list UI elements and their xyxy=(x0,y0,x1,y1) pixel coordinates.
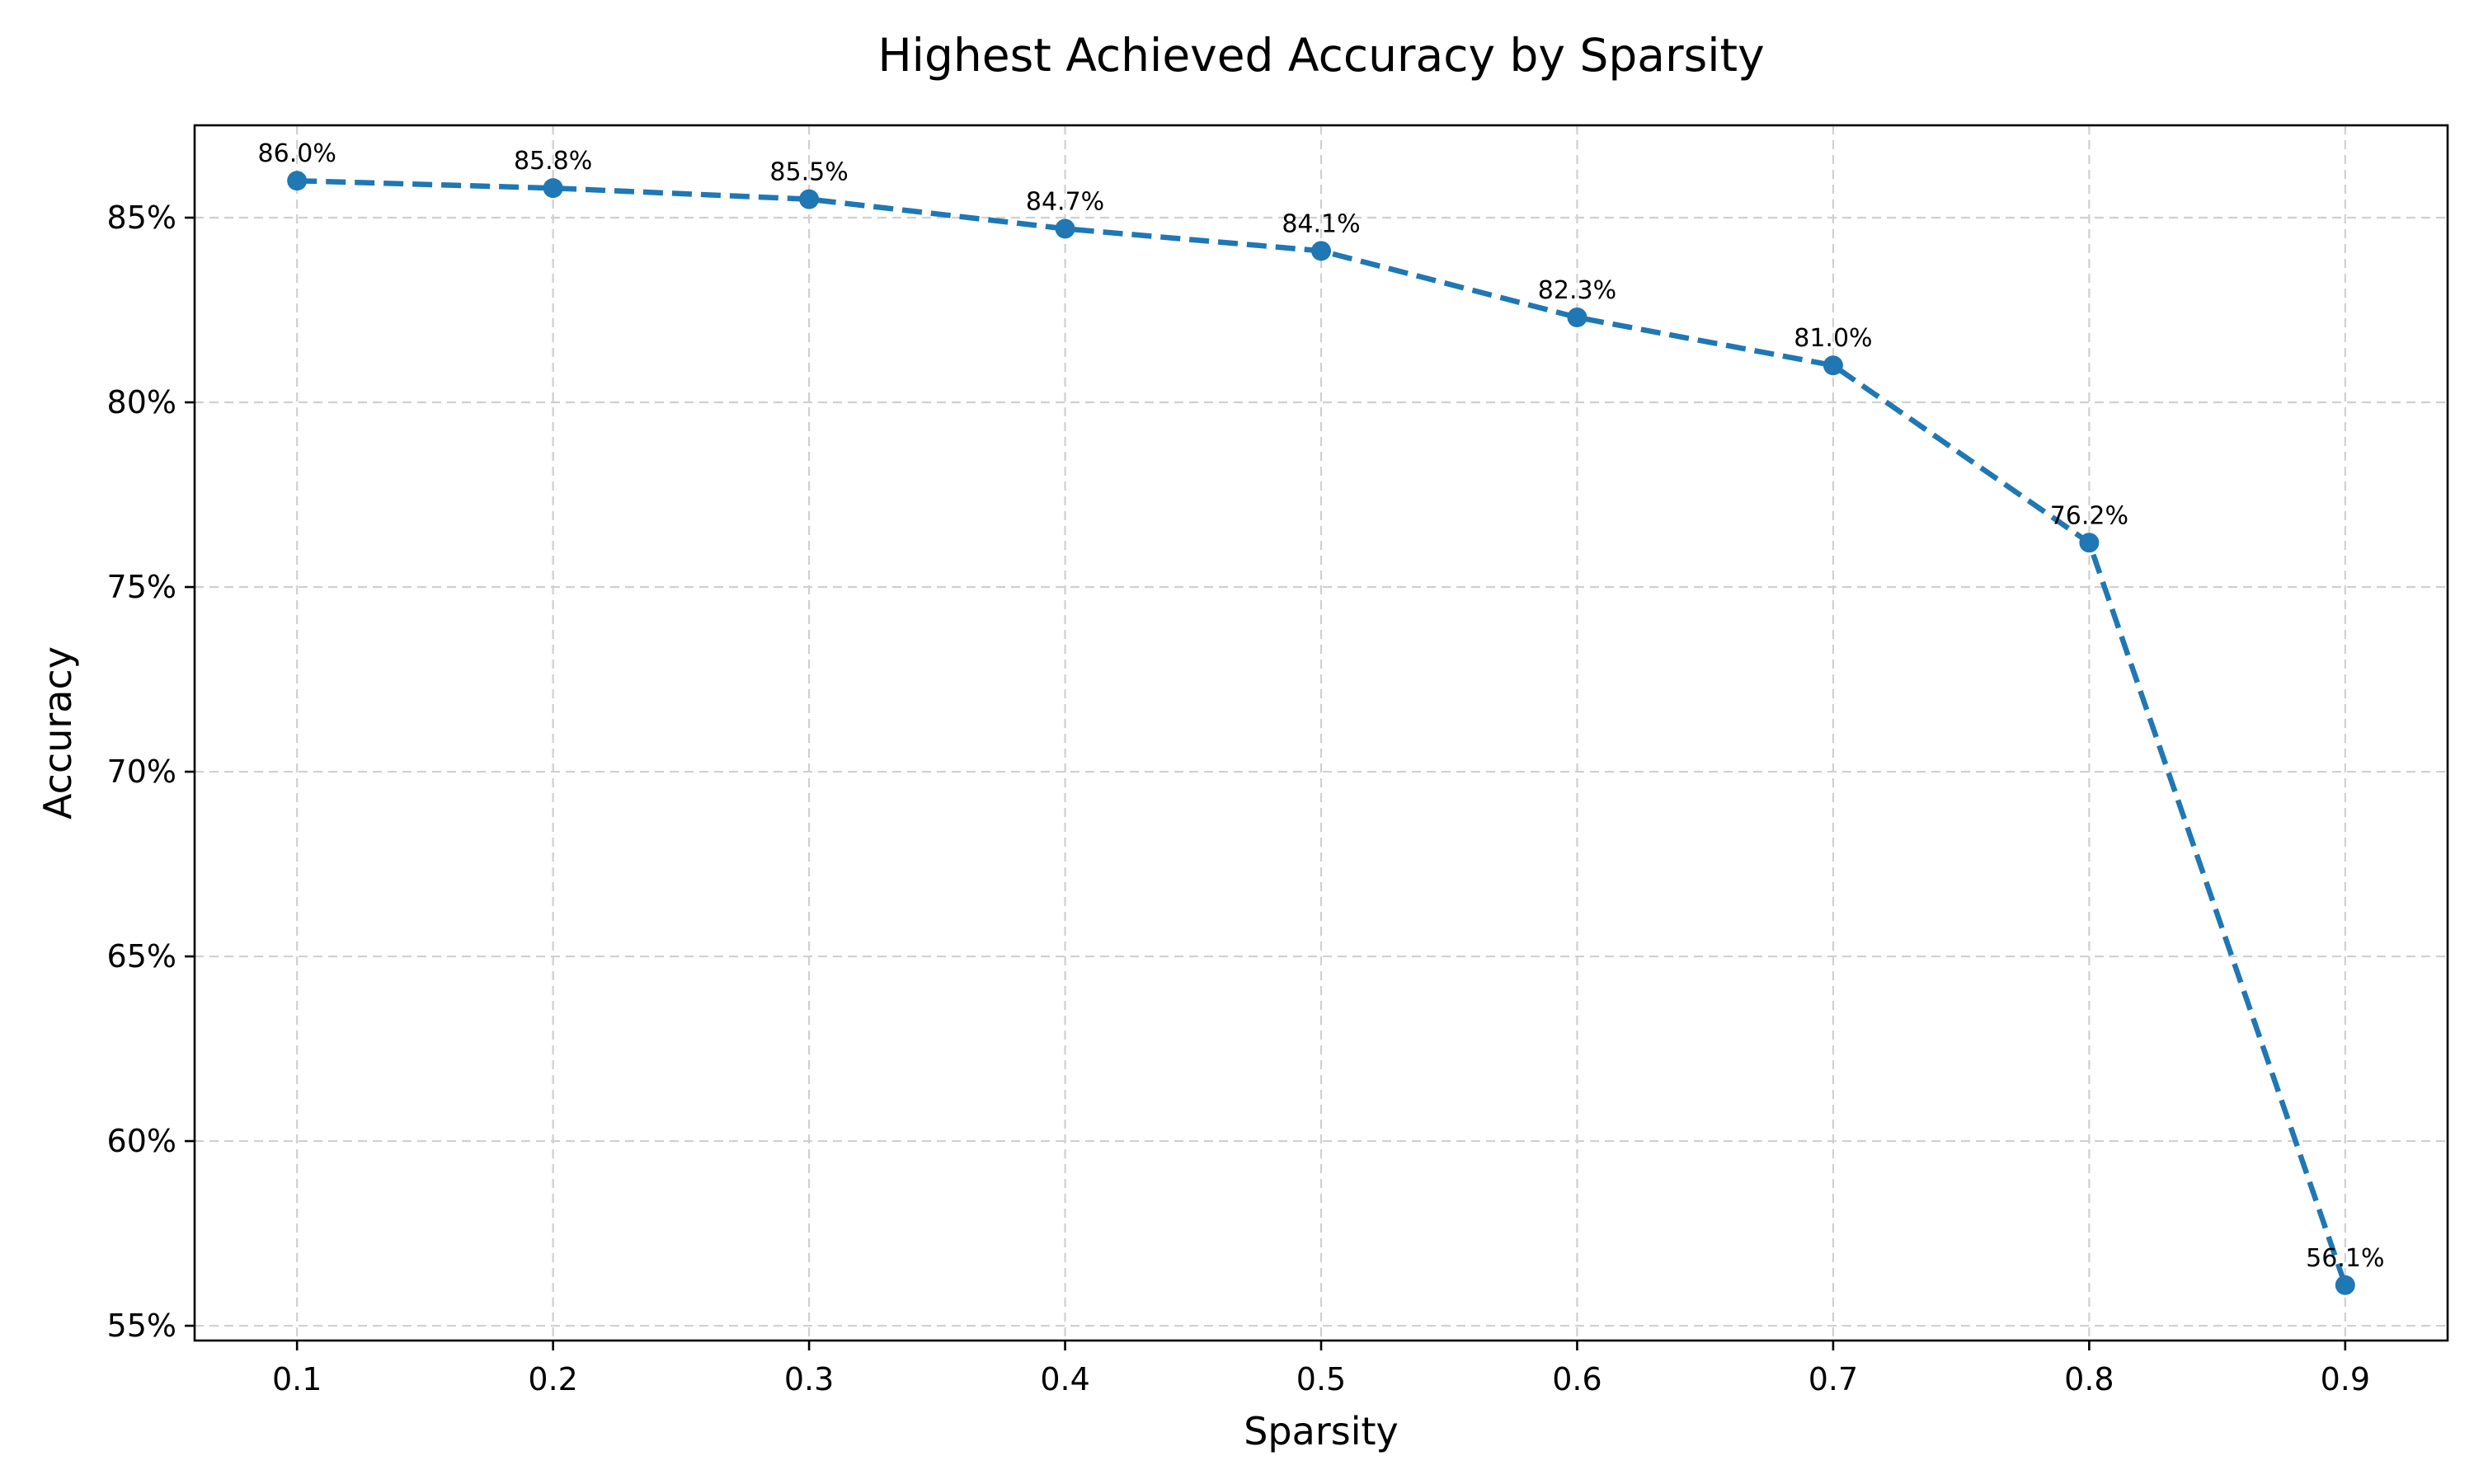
data-label: 86.0% xyxy=(258,139,336,168)
data-series xyxy=(287,171,2355,1295)
y-tick-label: 85% xyxy=(107,200,176,236)
y-tick-label: 70% xyxy=(107,754,176,790)
data-label: 85.8% xyxy=(514,147,592,176)
data-label: 84.7% xyxy=(1026,187,1104,216)
y-tick-label: 65% xyxy=(107,938,176,974)
data-point xyxy=(2079,533,2100,553)
x-tick-label: 0.7 xyxy=(1808,1361,1858,1397)
data-point xyxy=(2335,1275,2355,1295)
data-point xyxy=(543,178,563,199)
data-label: 84.1% xyxy=(1282,209,1360,238)
x-tick-label: 0.2 xyxy=(528,1361,577,1397)
data-labels: 86.0% 85.8% 85.5% 84.7% 84.1% 82.3% 81.0% 76.2%… xyxy=(258,139,2385,1273)
data-point xyxy=(1567,307,1587,327)
data-point xyxy=(1055,218,1075,239)
y-axis-ticks: 55% 60% 65% 70% 75% 80% 85% xyxy=(107,200,195,1344)
x-axis-label: Sparsity xyxy=(1244,1409,1399,1453)
y-tick-label: 80% xyxy=(107,384,176,420)
data-label: 76.2% xyxy=(2050,501,2128,530)
chart-title: Highest Achieved Accuracy by Sparsity xyxy=(877,29,1764,82)
x-tick-label: 0.5 xyxy=(1296,1361,1346,1397)
data-label: 85.5% xyxy=(769,158,848,187)
x-tick-label: 0.1 xyxy=(272,1361,322,1397)
data-point xyxy=(799,189,820,209)
x-tick-label: 0.9 xyxy=(2321,1361,2370,1397)
x-tick-label: 0.8 xyxy=(2064,1361,2114,1397)
x-tick-label: 0.4 xyxy=(1040,1361,1089,1397)
y-tick-label: 75% xyxy=(107,569,176,605)
data-point xyxy=(1311,241,1331,261)
series-line xyxy=(297,177,2348,1286)
data-label: 81.0% xyxy=(1794,324,1872,353)
data-label: 82.3% xyxy=(1538,276,1616,305)
data-point xyxy=(287,171,308,191)
grid xyxy=(195,125,2448,1341)
x-tick-label: 0.6 xyxy=(1552,1361,1602,1397)
data-point xyxy=(1823,355,1843,376)
y-tick-label: 60% xyxy=(107,1123,176,1159)
data-label: 56.1% xyxy=(2306,1244,2384,1273)
x-axis-ticks: 0.1 0.2 0.3 0.4 0.5 0.6 0.7 0.8 0.9 xyxy=(272,1341,2370,1397)
y-axis-label: Accuracy xyxy=(35,646,80,819)
x-tick-label: 0.3 xyxy=(784,1361,834,1397)
y-tick-label: 55% xyxy=(107,1308,176,1344)
